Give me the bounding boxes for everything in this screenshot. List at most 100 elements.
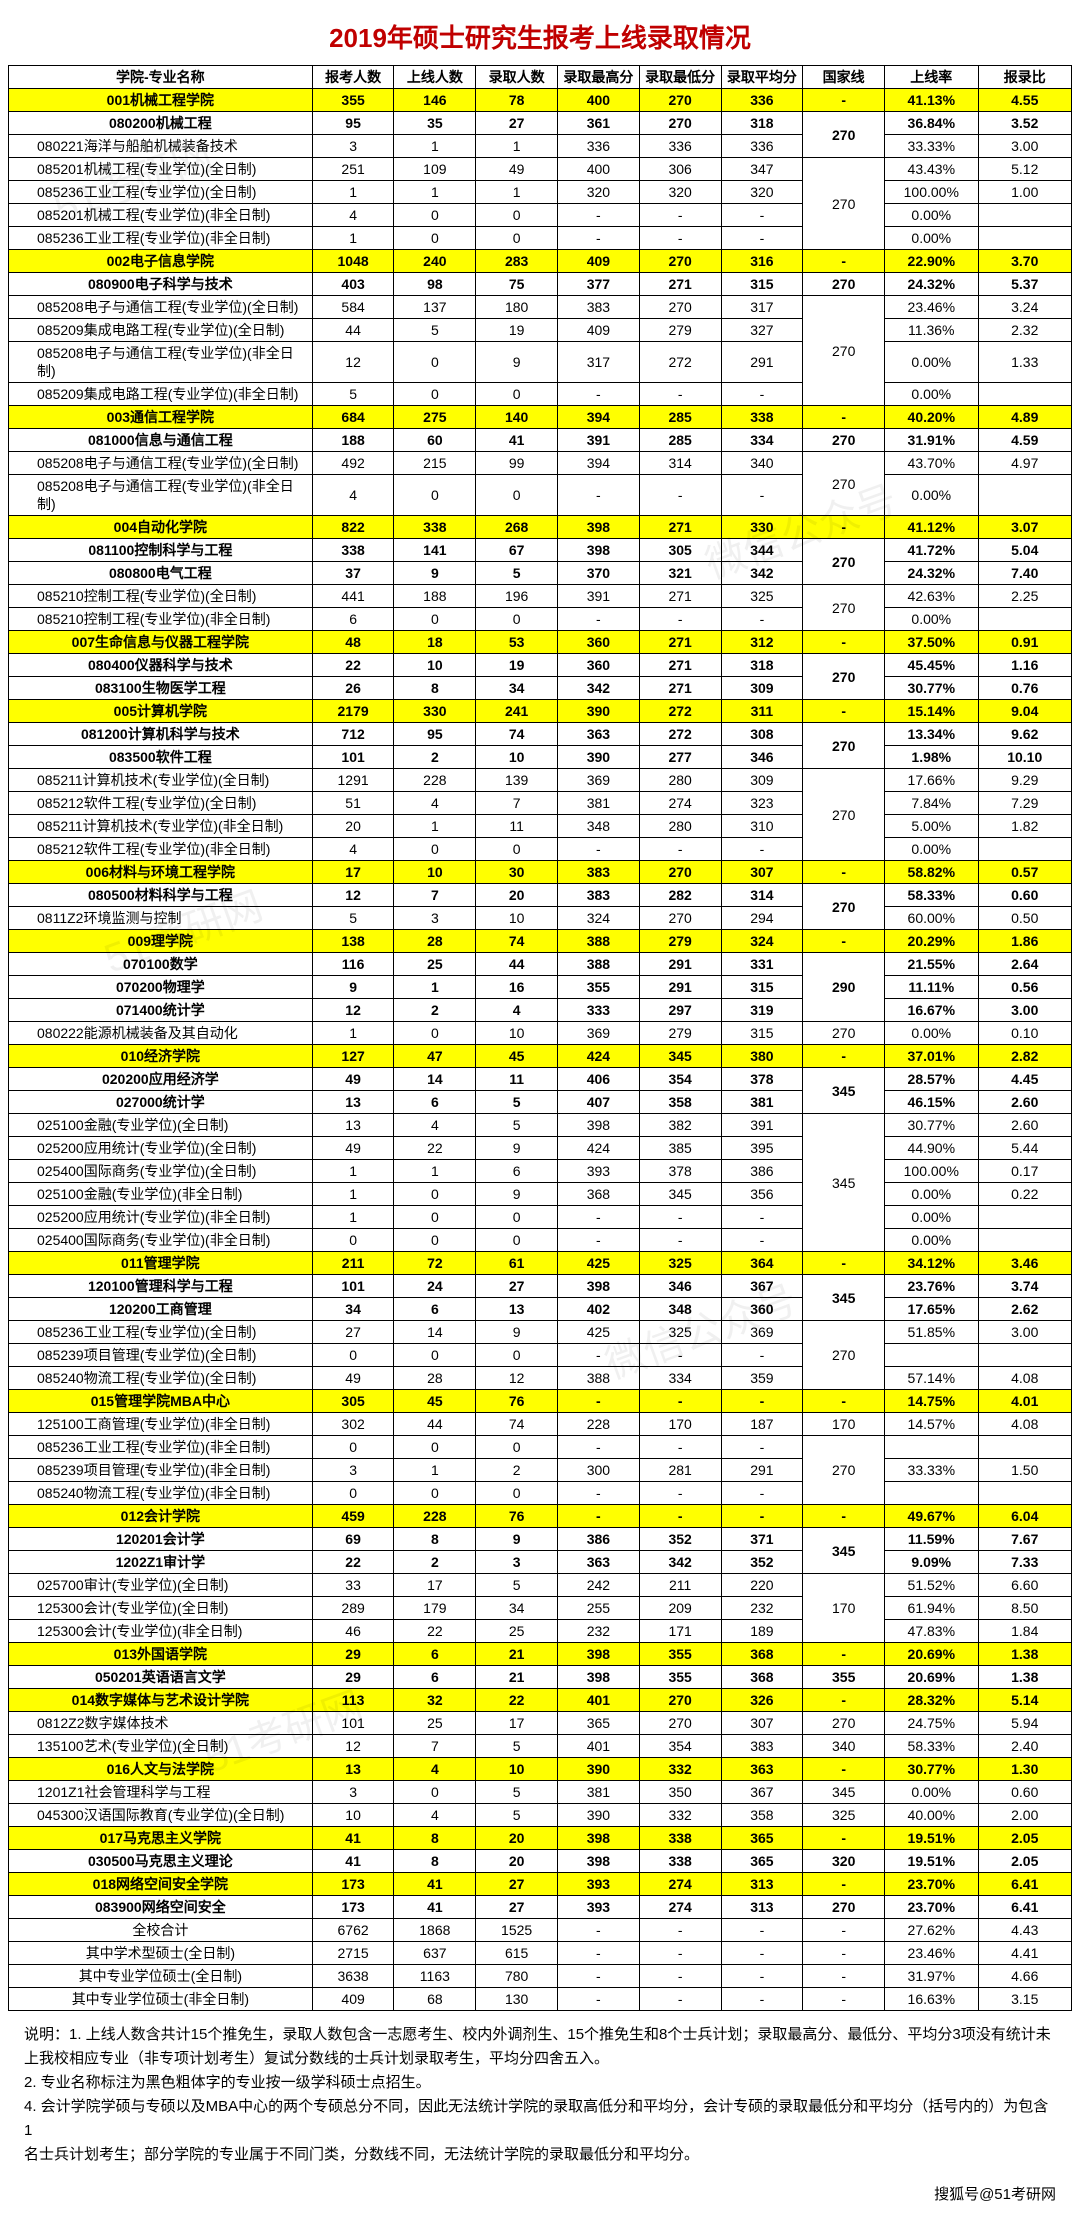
table-row: 007生命信息与仪器工程学院481853360271312-37.50%0.91 xyxy=(9,631,1072,654)
table-row: 010经济学院1274745424345380-37.01%2.82 xyxy=(9,1045,1072,1068)
row-name: 005计算机学院 xyxy=(9,700,313,723)
row-name: 085236工业工程(专业学位)(全日制) xyxy=(9,181,313,204)
table-row: 085239项目管理(专业学位)(非全日制)31230028129133.33%… xyxy=(9,1459,1072,1482)
table-row: 025400国际商务(专业学位)(全日制)116393378386100.00%… xyxy=(9,1160,1072,1183)
col-header: 录取平均分 xyxy=(721,66,803,89)
note-line: 2. 专业名称标注为黑色粗体字的专业按一级学科硕士点招生。 xyxy=(24,2071,1056,2095)
row-name: 081100控制科学与工程 xyxy=(9,539,313,562)
table-row: 085212软件工程(专业学位)(全日制)51473812743237.84%7… xyxy=(9,792,1072,815)
row-name: 085208电子与通信工程(专业学位)(全日制) xyxy=(9,452,313,475)
row-name: 014数字媒体与艺术设计学院 xyxy=(9,1689,313,1712)
row-name: 083500软件工程 xyxy=(9,746,313,769)
col-header: 上线率 xyxy=(885,66,978,89)
table-row: 020200应用经济学49141140635437834528.57%4.45 xyxy=(9,1068,1072,1091)
row-name: 025700审计(专业学位)(全日制) xyxy=(9,1574,313,1597)
row-name: 其中学术型硕士(全日制) xyxy=(9,1942,313,1965)
table-row: 085211计算机技术(专业学位)(全日制)129122813936928030… xyxy=(9,769,1072,792)
table-row: 016人文与法学院13410390332363-30.77%1.30 xyxy=(9,1758,1072,1781)
row-name: 025100金融(专业学位)(非全日制) xyxy=(9,1183,313,1206)
table-row: 085236工业工程(专业学位)(非全日制)000---270 xyxy=(9,1436,1072,1459)
row-name: 083900网络空间安全 xyxy=(9,1896,313,1919)
table-row: 080500材料科学与工程1272038328231427058.33%0.60 xyxy=(9,884,1072,907)
row-name: 085210控制工程(专业学位)(全日制) xyxy=(9,585,313,608)
row-name: 085211计算机技术(专业学位)(非全日制) xyxy=(9,815,313,838)
table-row: 085201机械工程(专业学位)(全日制)2511094940030634727… xyxy=(9,158,1072,181)
row-name: 012会计学院 xyxy=(9,1505,313,1528)
row-name: 其中专业学位硕士(全日制) xyxy=(9,1965,313,1988)
col-header: 上线人数 xyxy=(394,66,476,89)
table-row: 005计算机学院2179330241390272311-15.14%9.04 xyxy=(9,700,1072,723)
table-row: 120201会计学698938635237134511.59%7.67 xyxy=(9,1528,1072,1551)
row-name: 006材料与环境工程学院 xyxy=(9,861,313,884)
row-name: 025200应用统计(专业学位)(非全日制) xyxy=(9,1206,313,1229)
row-name: 085236工业工程(专业学位)(全日制) xyxy=(9,1321,313,1344)
row-name: 025400国际商务(专业学位)(全日制) xyxy=(9,1160,313,1183)
row-name: 085240物流工程(专业学位)(全日制) xyxy=(9,1367,313,1390)
table-row: 083900网络空间安全173412739327431327023.70%6.4… xyxy=(9,1896,1072,1919)
row-name: 085208电子与通信工程(专业学位)(全日制) xyxy=(9,296,313,319)
row-name: 085208电子与通信工程(专业学位)(非全日制) xyxy=(9,475,313,516)
row-name: 030500马克思主义理论 xyxy=(9,1850,313,1873)
table-row: 025700审计(专业学位)(全日制)3317524221122017051.5… xyxy=(9,1574,1072,1597)
table-row: 0811Z2环境监测与控制531032427029460.00%0.50 xyxy=(9,907,1072,930)
row-name: 011管理学院 xyxy=(9,1252,313,1275)
row-name: 025100金融(专业学位)(全日制) xyxy=(9,1114,313,1137)
col-header: 学院-专业名称 xyxy=(9,66,313,89)
table-row: 025400国际商务(专业学位)(非全日制)000---0.00% xyxy=(9,1229,1072,1252)
row-name: 080222能源机械装备及其自动化 xyxy=(9,1022,313,1045)
row-name: 125100工商管理(专业学位)(非全日制) xyxy=(9,1413,313,1436)
table-row: 085209集成电路工程(专业学位)(非全日制)500---0.00% xyxy=(9,383,1072,406)
table-row: 012会计学院45922876----49.67%6.04 xyxy=(9,1505,1072,1528)
col-header: 录取最高分 xyxy=(558,66,640,89)
table-row: 006材料与环境工程学院171030383270307-58.82%0.57 xyxy=(9,861,1072,884)
row-name: 120200工商管理 xyxy=(9,1298,313,1321)
row-name: 080500材料科学与工程 xyxy=(9,884,313,907)
table-row: 135100艺术(专业学位)(全日制)127540135438334058.33… xyxy=(9,1735,1072,1758)
col-header: 报录比 xyxy=(978,66,1072,89)
table-row: 085236工业工程(专业学位)(非全日制)100---0.00% xyxy=(9,227,1072,250)
table-row: 120200工商管理3461340234836017.65%2.62 xyxy=(9,1298,1072,1321)
table-row: 1202Z1审计学22233633423529.09%7.33 xyxy=(9,1551,1072,1574)
row-name: 071400统计学 xyxy=(9,999,313,1022)
table-row: 003通信工程学院684275140394285338-40.20%4.89 xyxy=(9,406,1072,429)
row-name: 080221海洋与船舶机械装备技术 xyxy=(9,135,313,158)
row-name: 085239项目管理(专业学位)(全日制) xyxy=(9,1344,313,1367)
table-row: 045300汉语国际教育(专业学位)(全日制)10453903323583254… xyxy=(9,1804,1072,1827)
row-name: 007生命信息与仪器工程学院 xyxy=(9,631,313,654)
row-name: 045300汉语国际教育(专业学位)(全日制) xyxy=(9,1804,313,1827)
row-name: 003通信工程学院 xyxy=(9,406,313,429)
col-header: 录取最低分 xyxy=(639,66,721,89)
table-row: 001机械工程学院35514678400270336-41.13%4.55 xyxy=(9,89,1072,112)
table-row: 085236工业工程(专业学位)(全日制)2714942532536927051… xyxy=(9,1321,1072,1344)
row-name: 013外国语学院 xyxy=(9,1643,313,1666)
table-row: 080200机械工程95352736127031827036.84%3.52 xyxy=(9,112,1072,135)
table-row: 085212软件工程(专业学位)(非全日制)400---0.00% xyxy=(9,838,1072,861)
row-name: 085212软件工程(专业学位)(全日制) xyxy=(9,792,313,815)
note-line: 4. 会计学院学硕与专硕以及MBA中心的两个专硕总分不同，因此无法统计学院的录取… xyxy=(24,2095,1056,2143)
table-row: 050201英语语言文学2962139835536835520.69%1.38 xyxy=(9,1666,1072,1689)
row-name: 085236工业工程(专业学位)(非全日制) xyxy=(9,227,313,250)
table-row: 085210控制工程(专业学位)(全日制)4411881963912713252… xyxy=(9,585,1072,608)
table-row: 018网络空间安全学院1734127393274313-23.70%6.41 xyxy=(9,1873,1072,1896)
table-row: 004自动化学院822338268398271330-41.12%3.07 xyxy=(9,516,1072,539)
table-row: 080222能源机械装备及其自动化10103692793152700.00%0.… xyxy=(9,1022,1072,1045)
table-row: 013外国语学院29621398355368-20.69%1.38 xyxy=(9,1643,1072,1666)
table-row: 085208电子与通信工程(专业学位)(非全日制)400---0.00% xyxy=(9,475,1072,516)
col-header: 录取人数 xyxy=(476,66,558,89)
table-row: 0812Z2数字媒体技术101251736527030727024.75%5.9… xyxy=(9,1712,1072,1735)
table-row: 014数字媒体与艺术设计学院1133222401270326-28.32%5.1… xyxy=(9,1689,1072,1712)
table-row: 其中专业学位硕士(非全日制)40968130----16.63%3.15 xyxy=(9,1988,1072,2011)
table-row: 025200应用统计(专业学位)(非全日制)100---0.00% xyxy=(9,1206,1072,1229)
table-row: 080800电气工程379537032134224.32%7.40 xyxy=(9,562,1072,585)
table-row: 025100金融(专业学位)(全日制)134539838239134530.77… xyxy=(9,1114,1072,1137)
notes-section: 说明：1. 上线人数含共计15个推免生，录取人数包含一志愿考生、校内外调剂生、1… xyxy=(8,2011,1072,2179)
row-name: 085201机械工程(专业学位)(全日制) xyxy=(9,158,313,181)
table-row: 085239项目管理(专业学位)(全日制)000--- xyxy=(9,1344,1072,1367)
table-row: 085211计算机技术(专业学位)(非全日制)201113482803105.0… xyxy=(9,815,1072,838)
row-name: 050201英语语言文学 xyxy=(9,1666,313,1689)
row-name: 010经济学院 xyxy=(9,1045,313,1068)
row-name: 001机械工程学院 xyxy=(9,89,313,112)
row-name: 085239项目管理(专业学位)(非全日制) xyxy=(9,1459,313,1482)
table-row: 025200应用统计(专业学位)(全日制)4922942438539544.90… xyxy=(9,1137,1072,1160)
row-name: 016人文与法学院 xyxy=(9,1758,313,1781)
